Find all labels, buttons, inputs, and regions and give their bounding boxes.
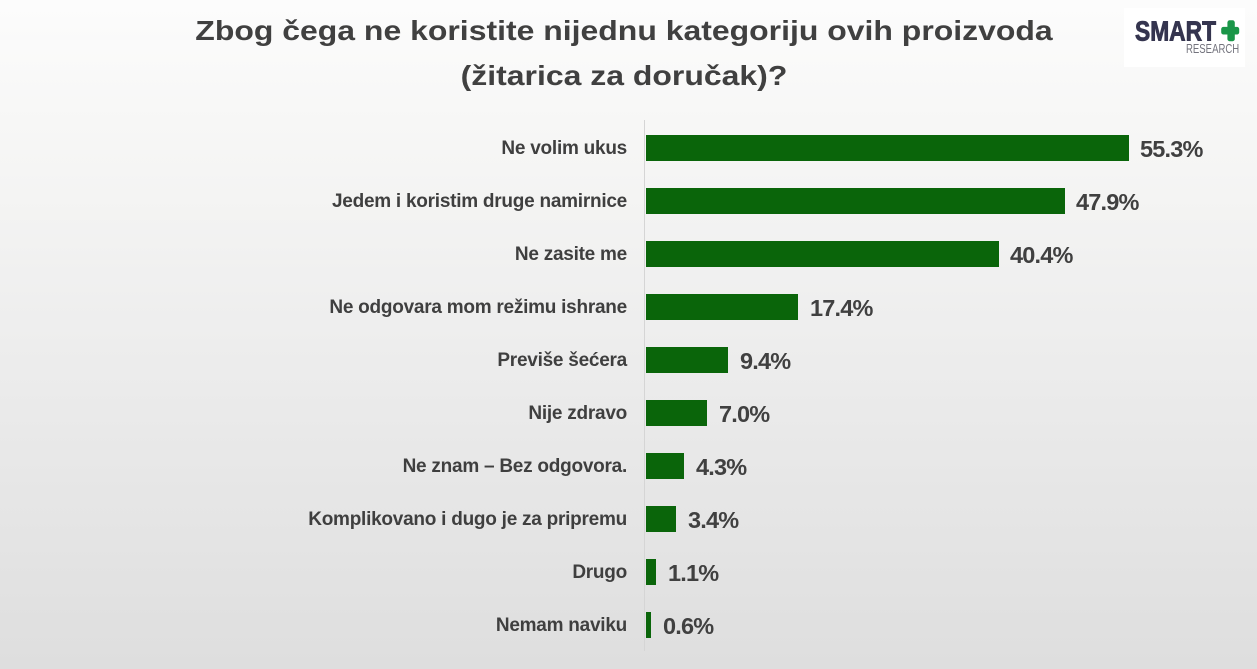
svg-text:RESEARCH: RESEARCH [1186,42,1239,56]
svg-text:SMART: SMART [1135,16,1216,47]
